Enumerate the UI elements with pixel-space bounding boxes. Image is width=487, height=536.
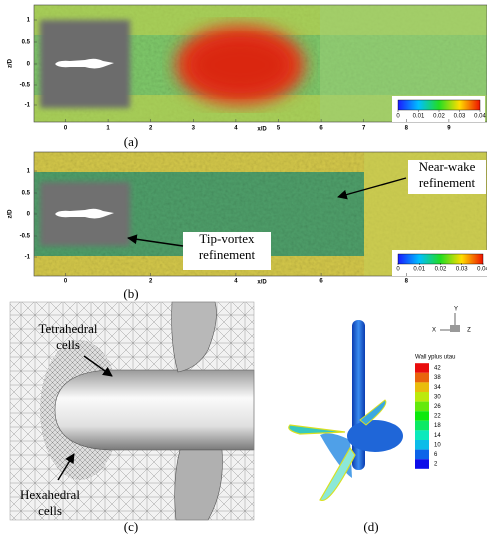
colorbar-tick-label: 0.01: [413, 267, 425, 273]
x-axis-label: x/D: [257, 280, 267, 286]
colorbar-level: [415, 459, 429, 469]
colorbar-tick-label: 26: [434, 404, 441, 410]
colorbar-level: [415, 382, 429, 392]
x-tick-label: 4: [234, 126, 238, 132]
panel-a-plot: [34, 5, 487, 122]
colorbar-tick-label: 38: [434, 375, 441, 381]
y-axis-label: z/D: [8, 209, 14, 219]
colorbar-level: [415, 363, 429, 373]
x-tick-label: 5: [277, 126, 281, 132]
wake-core: [190, 37, 290, 93]
axis-name: X: [432, 328, 436, 334]
x-tick-label: 4: [234, 279, 238, 285]
panel-label: (a): [124, 134, 138, 149]
hub: [347, 420, 403, 452]
y-tick-label: 0: [27, 62, 31, 68]
colorbar-tick-label: 0.02: [435, 267, 447, 273]
y-tick-label: 0.5: [22, 40, 31, 46]
y-tick-label: 0.5: [22, 191, 31, 197]
x-tick-label: 1: [106, 126, 110, 132]
annotation: cells: [56, 337, 80, 352]
colorbar-level: [415, 402, 429, 412]
y-tick-label: -0.5: [20, 83, 31, 89]
colorbar-tick-label: 22: [434, 414, 441, 420]
y-axis-label: z/D: [8, 58, 14, 68]
axis-name: Y: [454, 307, 458, 313]
colorbar-level: [415, 392, 429, 402]
figure: Wall yplus utau42383430262218141062 10.5…: [0, 0, 487, 536]
x-axis-label: x/D: [257, 127, 267, 133]
colorbar-tick-label: 0.03: [454, 114, 466, 120]
colorbar-tick-label: 34: [434, 385, 441, 391]
x-tick-label: 2: [149, 126, 153, 132]
colorbar-tick-label: 0.01: [413, 114, 425, 120]
colorbar-level: [415, 411, 429, 421]
panel-d-image: Wall yplus utau 42 38 34 30 26 22 18 14 10 6 2: [289, 313, 460, 500]
annotation: cells: [38, 503, 62, 518]
x-tick-label: 0: [64, 126, 68, 132]
y-tick-label: -1: [25, 103, 31, 109]
blade: [289, 425, 345, 434]
annotation: Tetrahedral: [39, 321, 98, 336]
axis-name: Z: [467, 328, 471, 334]
colorbar-title: Wall yplus utau: [415, 355, 455, 361]
x-tick-label: 3: [192, 126, 196, 132]
colorbar-tick-label: 14: [434, 433, 441, 439]
colorbar-tick-label: 0.02: [433, 114, 445, 120]
x-tick-label: 2: [149, 279, 153, 285]
colorbar: [398, 100, 480, 110]
colorbar: Wall yplus utau 42 38 34 30 26 22 18 14 10 6 2: [415, 355, 455, 469]
colorbar-tick-label: 2: [434, 462, 438, 468]
colorbar-level: [415, 430, 429, 440]
x-tick-label: 7: [362, 126, 366, 132]
colorbar-tick-label: 42: [434, 366, 441, 372]
hub: [55, 370, 254, 450]
x-tick-label: 6: [319, 279, 323, 285]
colorbar-tick-label: 0.03: [456, 267, 468, 273]
annotation: Hexahedral: [20, 487, 80, 502]
x-tick-label: 0: [64, 279, 68, 285]
colorbar-level: [415, 450, 429, 460]
colorbar-level: [415, 440, 429, 450]
panel-label: (d): [363, 519, 378, 534]
panel-label: (c): [124, 519, 138, 534]
annotation: refinement: [199, 247, 256, 262]
y-tick-label: 1: [27, 169, 31, 175]
colorbar-tick-label: 6: [434, 452, 438, 458]
colorbar-tick-label: 10: [434, 442, 441, 448]
colorbar-level: [415, 421, 429, 431]
colorbar-tick-label: 0.04: [474, 114, 486, 120]
x-tick-label: 9: [447, 126, 451, 132]
annotation: Tip-vortex: [199, 231, 255, 246]
x-tick-label: 8: [405, 279, 409, 285]
y-tick-label: 0: [27, 212, 31, 218]
colorbar-tick-label: 30: [434, 394, 441, 400]
y-tick-label: -1: [25, 255, 31, 261]
y-tick-label: -0.5: [20, 234, 31, 240]
axis-box: [450, 325, 460, 332]
x-tick-label: 8: [405, 126, 409, 132]
annotation: refinement: [419, 175, 476, 190]
colorbar: [398, 254, 483, 264]
annotation: Near-wake: [419, 159, 476, 174]
colorbar-tick-label: 0.04: [477, 267, 487, 273]
y-tick-label: 1: [27, 18, 31, 24]
colorbar-level: [415, 373, 429, 383]
x-tick-label: 6: [319, 126, 323, 132]
colorbar-tick-label: 18: [434, 423, 441, 429]
panel-label: (b): [123, 286, 138, 301]
